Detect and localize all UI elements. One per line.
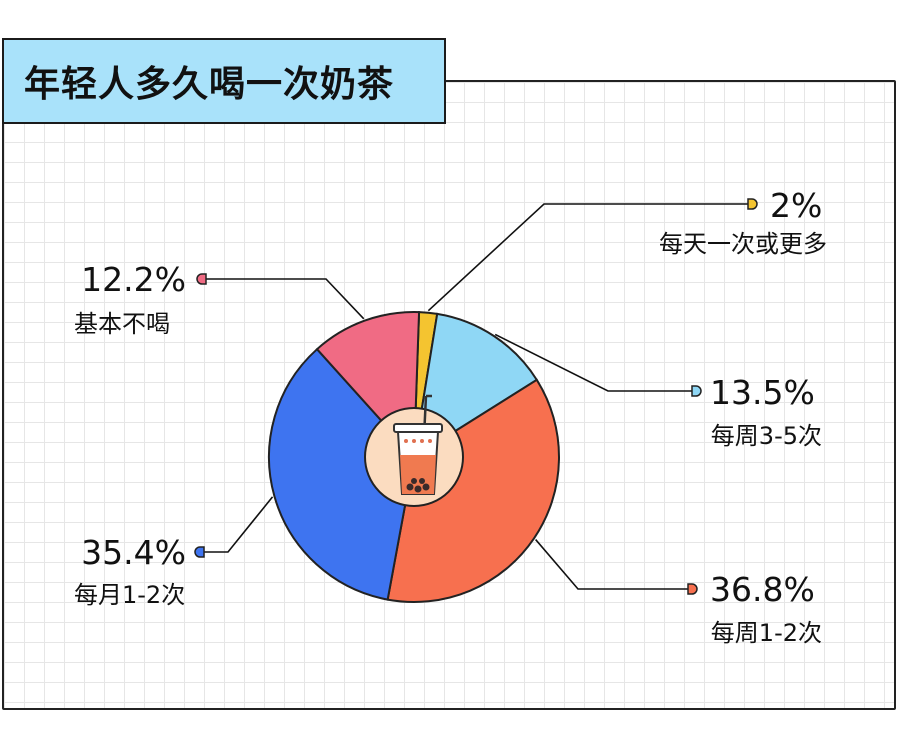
leader-marker bbox=[196, 273, 207, 285]
slice-value-label: 35.4% bbox=[81, 533, 186, 572]
slice-value-label: 12.2% bbox=[81, 260, 186, 299]
leader-marker bbox=[687, 583, 698, 595]
leader-line bbox=[200, 496, 274, 553]
slice-category-label: 每周3-5次 bbox=[711, 422, 822, 450]
title-banner: 年轻人多久喝一次奶茶 bbox=[2, 38, 446, 124]
slice-category-label: 每周1-2次 bbox=[711, 619, 822, 647]
pie-slice bbox=[386, 378, 560, 603]
leader-marker bbox=[747, 198, 758, 210]
leader-line bbox=[427, 203, 752, 312]
leader-lines bbox=[194, 198, 758, 595]
leader-line bbox=[494, 333, 696, 392]
slice-category-label: 每月1-2次 bbox=[74, 581, 185, 609]
center-icon-group bbox=[364, 394, 464, 507]
slice-value-label: 2% bbox=[770, 186, 822, 225]
slice-value-label: 36.8% bbox=[710, 570, 815, 609]
pie-slice bbox=[268, 347, 416, 601]
slice-labels: 2% 每天一次或更多 13.5% 每周3-5次 36.8% 每周1-2次 35.4% 每月1-… bbox=[74, 186, 827, 647]
leader-marker bbox=[194, 546, 205, 558]
slice-category-label: 基本不喝 bbox=[74, 310, 170, 338]
slice-category-label: 每天一次或更多 bbox=[659, 230, 827, 258]
leader-line bbox=[535, 539, 692, 590]
leader-marker bbox=[691, 385, 702, 397]
chart-title: 年轻人多久喝一次奶茶 bbox=[24, 64, 395, 105]
slice-value-label: 13.5% bbox=[710, 373, 815, 412]
leader-line bbox=[202, 278, 365, 320]
milk-tea-cup-icon bbox=[393, 394, 443, 495]
